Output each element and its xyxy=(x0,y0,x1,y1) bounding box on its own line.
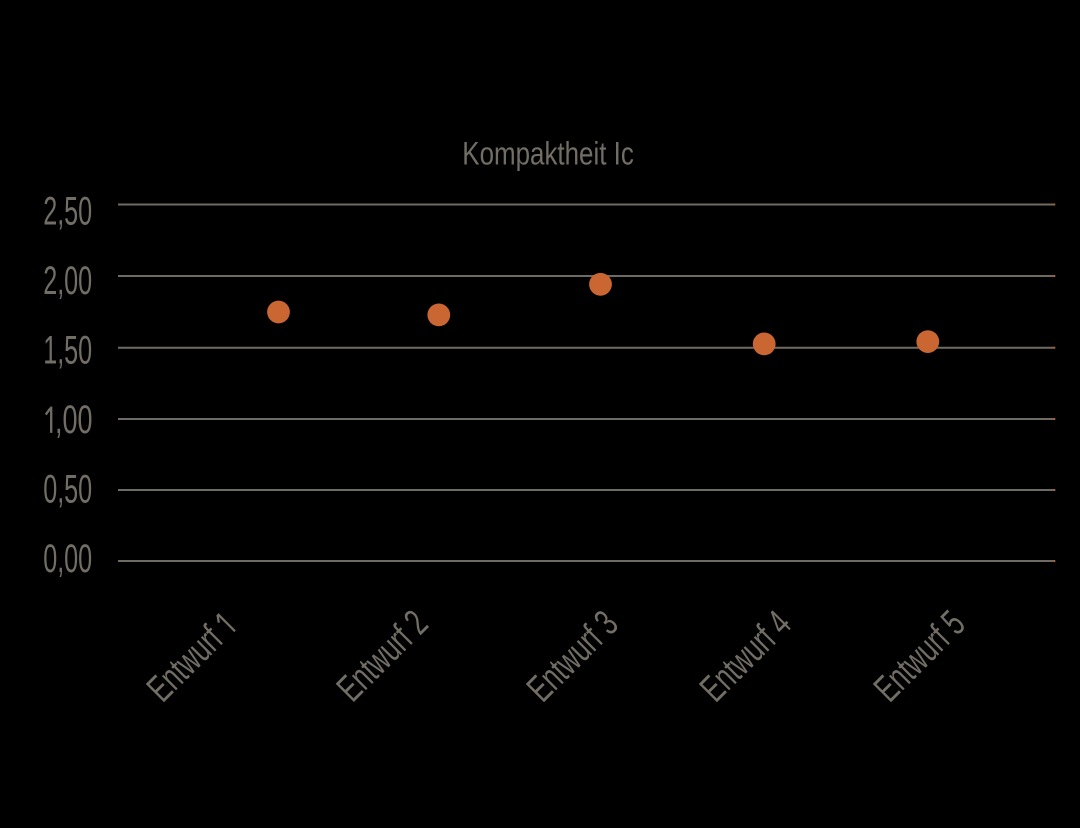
svg-text:1,50: 1,50 xyxy=(43,328,92,372)
svg-text:2,00: 2,00 xyxy=(43,259,92,303)
svg-text:Kompaktheit Ic: Kompaktheit Ic xyxy=(462,134,634,171)
svg-text:,00: ,00 xyxy=(55,398,93,442)
svg-text:2,50: 2,50 xyxy=(43,190,92,234)
svg-text:0,50: 0,50 xyxy=(43,467,92,511)
svg-text:0,00: 0,00 xyxy=(43,537,92,581)
